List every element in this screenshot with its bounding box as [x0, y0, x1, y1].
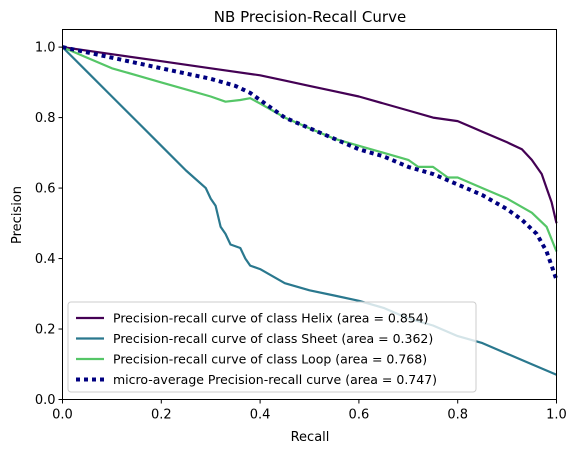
y-tick-label: 0.8	[35, 111, 56, 126]
x-tick-label: 0.2	[151, 408, 172, 423]
y-tick-label: 0.4	[35, 252, 56, 267]
plot-frame	[62, 29, 557, 400]
x-axis-ticks: 0.0 0.2 0.4 0.6 0.8 1.0	[52, 399, 567, 423]
y-tick-label: 0.2	[35, 323, 56, 338]
legend-label-4: micro-average Precision-recall curve (ar…	[113, 372, 437, 387]
legend-label-1: Precision-recall curve of class Helix (a…	[113, 311, 429, 326]
y-tick-label: 0.6	[35, 182, 56, 197]
x-tick-label: 0.4	[250, 408, 271, 423]
x-tick-label: 0.6	[349, 408, 370, 423]
y-tick-label: 0.0	[35, 393, 56, 408]
y-axis-label: Precision	[10, 186, 25, 244]
legend-box	[67, 301, 477, 393]
y-axis-ticks: 0.0 0.2 0.4 0.6 0.8 1.0	[35, 41, 63, 408]
x-tick-label: 0.8	[447, 408, 468, 423]
legend-label-3: Precision-recall curve of class Loop (ar…	[113, 352, 427, 367]
y-tick-label: 1.0	[35, 41, 56, 56]
series-line-4	[62, 45, 559, 281]
chart-title: NB Precision-Recall Curve	[214, 8, 406, 26]
series-line-1	[62, 46, 558, 224]
x-tick-label: 0.0	[52, 408, 73, 423]
legend-label-2: Precision-recall curve of class Sheet (a…	[113, 331, 433, 346]
x-tick-label: 1.0	[546, 408, 567, 423]
legend: Precision-recall curve of class Helix (a…	[67, 301, 477, 393]
x-axis-label: Recall	[291, 430, 330, 445]
series-line-3	[62, 46, 558, 252]
